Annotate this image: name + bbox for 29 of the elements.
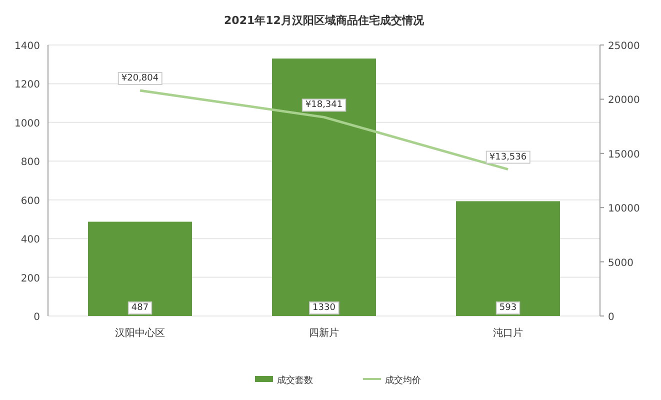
y-tick-label: 1000 — [14, 118, 40, 130]
y2-tick-label: 25000 — [608, 41, 640, 52]
y-tick-label: 800 — [20, 157, 40, 168]
y2-tick-label: 20000 — [608, 95, 640, 106]
data-label: 487 — [131, 303, 149, 313]
bar — [456, 201, 560, 316]
y-tick-label: 200 — [20, 273, 40, 284]
data-label: ¥18,341 — [305, 100, 343, 110]
y2-tick-label: 10000 — [608, 204, 640, 215]
bar — [88, 222, 192, 316]
data-label: 1330 — [312, 303, 336, 313]
y2-tick-label: 15000 — [608, 149, 640, 160]
bar — [272, 58, 376, 316]
y2-tick-label: 0 — [608, 312, 614, 323]
chart-title: 2021年12月汉阳区域商品住宅成交情况 — [224, 14, 425, 27]
y-tick-label: 1200 — [14, 80, 40, 91]
legend-label: 成交套数 — [277, 375, 313, 386]
y-tick-label: 0 — [34, 312, 40, 323]
data-label: ¥13,536 — [489, 152, 527, 162]
data-label: 593 — [499, 303, 517, 313]
data-label: ¥20,804 — [121, 73, 159, 84]
y2-tick-label: 5000 — [608, 258, 634, 269]
x-tick-label: 汉阳中心区 — [115, 327, 165, 339]
legend-label: 成交均价 — [385, 375, 421, 386]
x-tick-label: 四新片 — [309, 327, 339, 339]
x-tick-label: 沌口片 — [493, 327, 523, 339]
y-tick-label: 1400 — [14, 41, 40, 52]
y-tick-label: 400 — [20, 234, 40, 246]
y-tick-label: 600 — [20, 196, 40, 207]
